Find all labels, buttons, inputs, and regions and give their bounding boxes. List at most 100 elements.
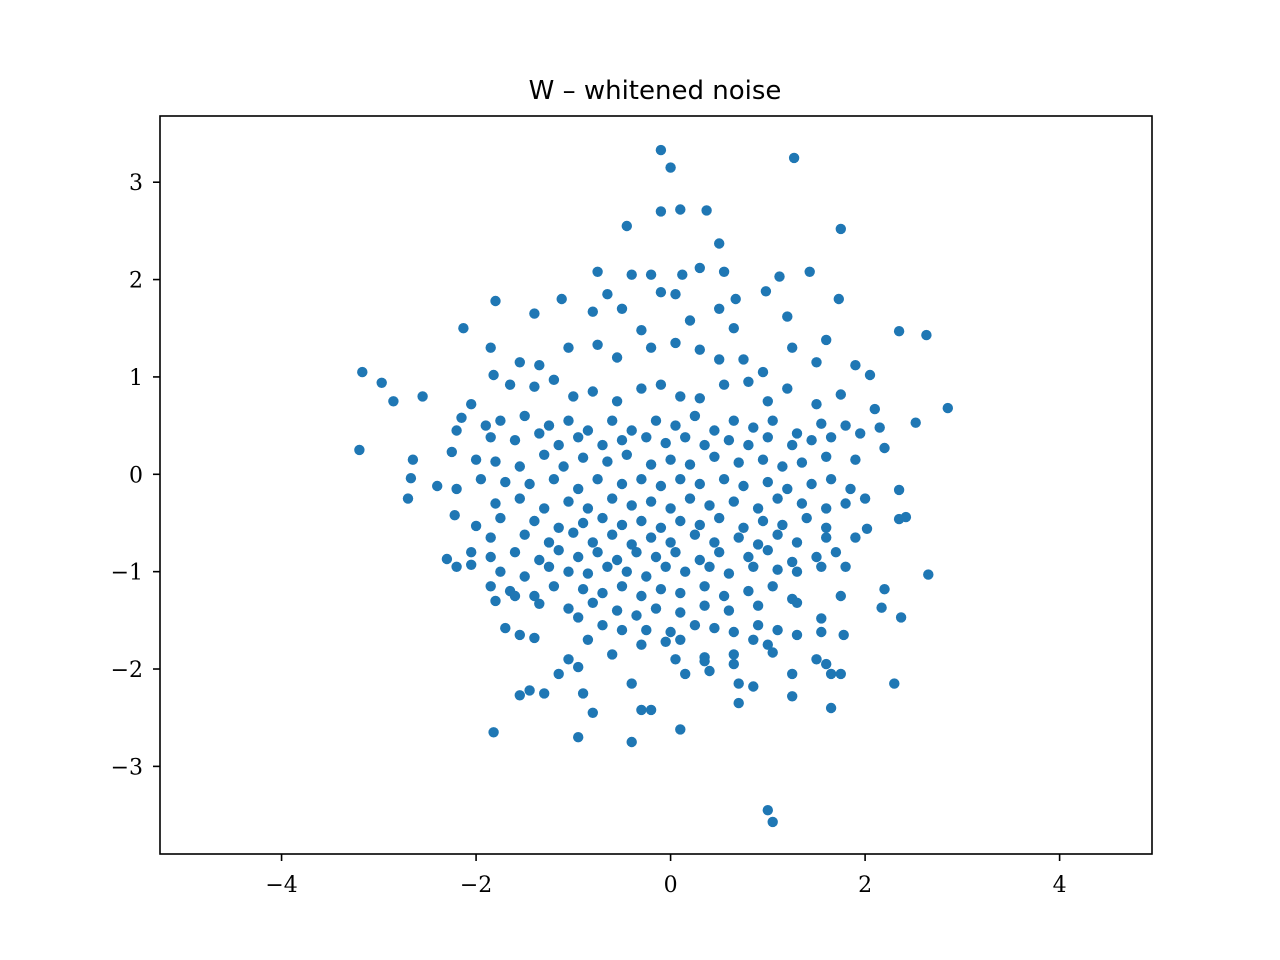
data-point — [641, 432, 652, 443]
data-point — [645, 269, 657, 280]
data-point — [587, 306, 598, 317]
data-point — [840, 561, 851, 572]
data-point — [607, 493, 618, 504]
data-point — [665, 162, 676, 173]
data-point — [631, 610, 642, 621]
data-point — [743, 439, 754, 451]
data-point — [738, 522, 749, 533]
data-point — [485, 432, 496, 443]
data-point — [577, 452, 589, 463]
data-point — [495, 512, 506, 524]
data-point — [587, 597, 598, 608]
data-point — [825, 474, 837, 485]
data-point — [655, 206, 667, 217]
data-point — [694, 478, 705, 490]
data-point — [621, 220, 632, 232]
data-point — [616, 581, 628, 592]
data-point — [636, 639, 647, 650]
data-point — [556, 293, 567, 305]
data-point — [811, 551, 822, 563]
data-point — [733, 532, 744, 543]
data-point — [921, 329, 932, 341]
data-point — [458, 323, 469, 334]
data-point — [582, 425, 594, 436]
data-point — [519, 571, 530, 582]
data-point — [772, 529, 783, 540]
data-point — [636, 590, 647, 602]
data-point — [718, 379, 730, 390]
data-point — [636, 704, 647, 716]
data-point — [553, 439, 564, 451]
data-point — [718, 474, 730, 485]
data-points — [354, 144, 953, 828]
data-point — [762, 476, 773, 488]
data-point — [699, 656, 710, 667]
data-point — [539, 503, 550, 514]
data-point — [655, 287, 667, 298]
y-tick-label: −1 — [111, 561, 143, 586]
data-point — [816, 613, 827, 624]
data-point — [488, 369, 499, 381]
data-point — [855, 428, 866, 439]
data-point — [816, 418, 827, 429]
plot-frame — [159, 115, 1153, 855]
data-point — [597, 620, 608, 631]
data-point — [670, 547, 681, 558]
data-point — [490, 456, 501, 467]
data-point — [660, 636, 671, 647]
data-point — [470, 520, 482, 532]
data-point — [767, 581, 778, 592]
data-point — [655, 584, 667, 595]
data-point — [495, 566, 506, 577]
data-point — [752, 503, 764, 514]
data-point — [611, 352, 623, 363]
data-point — [689, 620, 701, 631]
data-point — [675, 634, 686, 645]
data-point — [641, 571, 652, 582]
data-point — [539, 449, 550, 460]
data-point — [811, 654, 822, 665]
data-point — [791, 537, 803, 548]
data-point — [529, 590, 540, 602]
data-point — [626, 539, 637, 550]
data-point — [645, 532, 657, 543]
data-point — [592, 547, 603, 558]
data-point — [543, 561, 555, 572]
y-tick-label: 3 — [129, 171, 143, 196]
data-point — [534, 360, 545, 371]
data-point — [509, 590, 521, 602]
data-point — [782, 483, 793, 495]
data-point — [558, 461, 569, 472]
data-point — [748, 634, 759, 645]
data-point — [587, 537, 598, 548]
data-point — [451, 483, 462, 495]
data-point — [806, 478, 817, 490]
data-point — [743, 376, 754, 387]
data-point — [660, 561, 671, 572]
data-point — [869, 403, 880, 415]
data-point — [611, 396, 623, 407]
data-point — [787, 668, 798, 680]
data-point — [563, 603, 574, 614]
data-point — [587, 707, 598, 718]
data-point — [485, 581, 496, 592]
data-point — [840, 498, 851, 509]
data-point — [677, 269, 688, 280]
data-point — [670, 289, 681, 300]
data-point — [859, 493, 871, 504]
data-point — [774, 271, 785, 282]
data-point — [563, 566, 574, 577]
data-point — [529, 308, 540, 319]
data-point — [446, 446, 457, 458]
data-point — [728, 323, 739, 334]
data-point — [757, 366, 769, 378]
data-point — [699, 581, 710, 592]
data-point — [466, 399, 477, 410]
data-point — [514, 357, 525, 368]
data-point — [733, 678, 744, 689]
data-point — [573, 551, 584, 563]
data-point — [548, 474, 560, 485]
data-point — [694, 262, 705, 274]
data-point — [597, 512, 608, 524]
